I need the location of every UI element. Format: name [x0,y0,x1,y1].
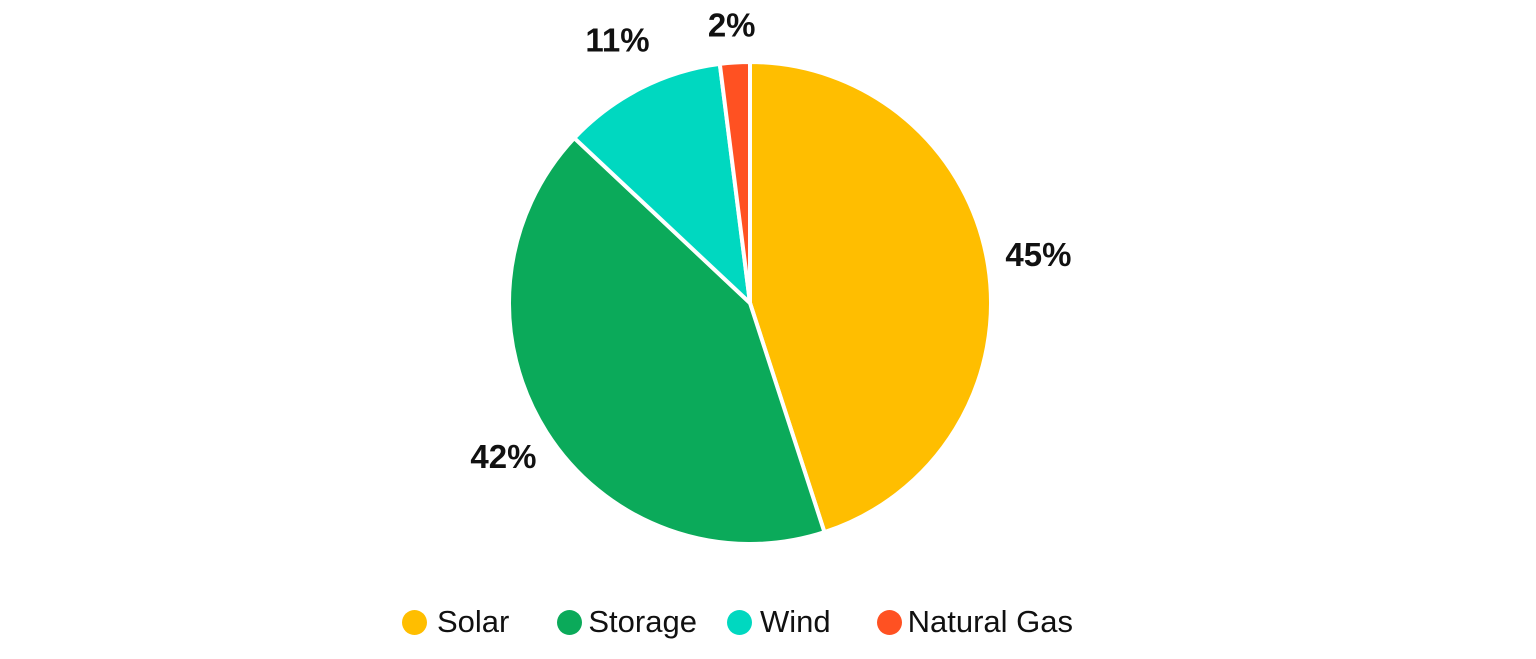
legend-swatch-solar [402,609,427,635]
data-label-natural-gas: 2% [708,7,756,44]
legend-item-storage[interactable]: Storage [557,604,697,640]
slice-storage[interactable] [507,136,827,546]
legend-label-solar: Solar [437,604,510,639]
data-label-wind: 11% [585,22,649,59]
slice-solar[interactable] [748,60,993,535]
data-label-solar: 45% [1005,236,1071,273]
legend-item-solar[interactable]: Solar [402,604,509,640]
legend-swatch-wind [726,609,752,635]
legend-item-natural-gas[interactable]: Natural Gas [876,604,1073,640]
legend-swatch-storage [557,609,583,635]
data-label-storage: 42% [470,438,536,475]
legend-label-natural-gas: Natural Gas [907,604,1073,639]
legend-label-storage: Storage [588,604,697,639]
legend: Solar Storage Wind Natural Gas [402,604,1073,640]
legend-label-wind: Wind [759,604,831,639]
legend-item-wind[interactable]: Wind [726,604,831,640]
slice-natural-gas[interactable] [717,60,752,305]
legend-swatch-natural-gas [876,609,902,635]
slice-wind[interactable] [572,61,752,305]
